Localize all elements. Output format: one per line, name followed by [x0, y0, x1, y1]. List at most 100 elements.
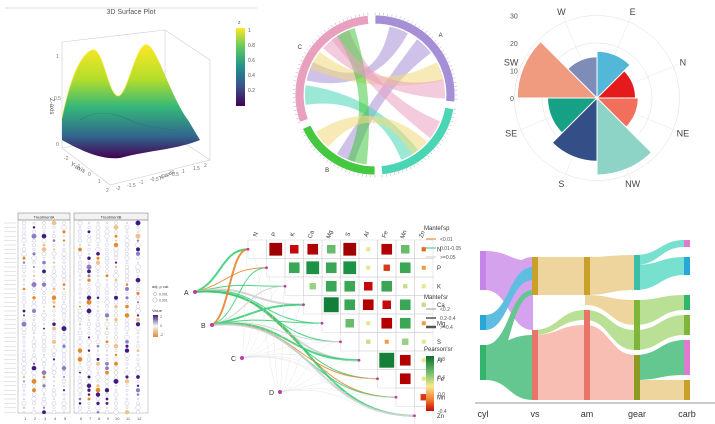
dot-point: [32, 300, 36, 305]
dot-point: [124, 334, 130, 340]
heatmap-cell: [420, 394, 427, 401]
pearson-tick: 0.4: [438, 375, 445, 381]
sankey-flow: [485, 251, 533, 330]
dot-point: [77, 238, 83, 243]
dot-point: [78, 283, 82, 286]
heatmap-column-label: Mg: [326, 230, 334, 240]
dot-point: [125, 397, 129, 401]
dot-point: [52, 256, 56, 260]
dot-point: [22, 296, 26, 300]
dot-point: [41, 312, 47, 318]
chord-tick: [320, 32, 323, 35]
dot-point: [95, 264, 101, 270]
chord-tick: [433, 149, 436, 152]
dot-point: [125, 406, 129, 410]
chord-tick: [342, 18, 344, 22]
chord-tick: [303, 134, 306, 137]
facet-panel-b: [73, 219, 149, 414]
dot-point: [31, 370, 37, 376]
dot-point: [31, 308, 37, 314]
sankey-node: [684, 340, 690, 375]
mantel-target: [283, 284, 287, 288]
dot-point: [78, 229, 82, 234]
dot-point: [78, 247, 82, 252]
rose-bar: [596, 50, 631, 100]
dot-point: [136, 401, 140, 406]
heatmap-cell: [289, 244, 299, 254]
chord-tick: [421, 28, 424, 31]
dot-point: [88, 261, 90, 264]
dot-point: [51, 295, 57, 301]
chord-link: [310, 51, 444, 86]
chord-tick: [296, 118, 299, 120]
dot-point: [78, 287, 82, 291]
dot-point: [62, 375, 66, 379]
dot-point: [104, 286, 110, 292]
dot-point: [32, 292, 36, 295]
dot-point: [42, 265, 46, 269]
dot-point: [31, 392, 37, 397]
mantel-link: [211, 285, 286, 326]
mantel-heatmap-svg: N P K Ca Mg S Al Fe Mn Zn N P K Ca Mg S Al Fe Mn Zn A B C D M…: [184, 226, 461, 424]
heatmap-column-label: Mn: [400, 230, 408, 240]
dot-point: [105, 304, 109, 309]
dot-point: [125, 283, 129, 286]
dot-point: [33, 362, 35, 365]
dot-point: [124, 242, 130, 248]
chord-tick: [424, 157, 426, 161]
dot-point: [61, 224, 67, 230]
dot-point: [78, 327, 82, 330]
rose-bars: [516, 40, 653, 176]
heatmap-cell: [421, 265, 426, 270]
dot-point: [135, 247, 141, 252]
colorbar-tick: 1: [248, 28, 251, 34]
dot-point: [105, 239, 109, 242]
heatmap-row-label: Mg: [437, 321, 445, 327]
sankey-svg: cyl vs am gear carb: [475, 240, 715, 419]
dot-point: [52, 406, 56, 410]
heatmap-cell: [366, 321, 371, 326]
dot-point: [87, 318, 91, 321]
chord-tick: [295, 72, 299, 74]
dot-point: [42, 331, 46, 335]
dot-point: [136, 357, 140, 361]
rose-direction-label: NW: [625, 179, 640, 189]
dot-point: [125, 384, 129, 388]
heatmap-cell: [381, 317, 393, 329]
dot-point: [51, 410, 57, 415]
dot-point: [52, 322, 56, 326]
dot-point: [114, 304, 118, 309]
dot-point: [105, 340, 109, 344]
y-tick: 1: [98, 179, 101, 185]
rose-r-tick: 10: [510, 69, 518, 76]
dot-point: [86, 361, 92, 367]
pearson-tick: 0.0: [438, 392, 445, 398]
x-tick: 0: [162, 174, 165, 180]
dot-point: [124, 255, 130, 261]
dot-point: [114, 221, 118, 225]
dot-point: [62, 261, 66, 264]
heatmap-gridcell: [303, 295, 323, 315]
dot-point: [33, 336, 35, 339]
heatmap-row-label: Fe: [437, 377, 445, 383]
dot-point: [52, 353, 56, 357]
dot-point: [105, 370, 109, 375]
mantel-p-legend-title: Mantel'sp: [424, 226, 450, 232]
chord-tick: [349, 171, 351, 174]
surface-plot-panel: 3D Surface Plot Z-axis Y-axis X-axis 0 0…: [0, 0, 262, 205]
chord-tick: [334, 22, 337, 26]
heatmap-gridcell: [358, 350, 378, 370]
dot-point: [95, 291, 101, 296]
chord-tick: [331, 24, 333, 28]
y-tick: 2: [106, 188, 109, 194]
dot-point: [32, 243, 36, 247]
dot-point: [22, 292, 26, 295]
chord-tick: [305, 138, 308, 141]
dot-point: [22, 230, 26, 234]
chord-tick: [316, 151, 319, 154]
dot-point: [43, 310, 45, 312]
dot-point: [52, 345, 56, 348]
chord-tick: [445, 132, 448, 134]
dot-point: [95, 326, 101, 332]
dot-point: [41, 379, 47, 384]
